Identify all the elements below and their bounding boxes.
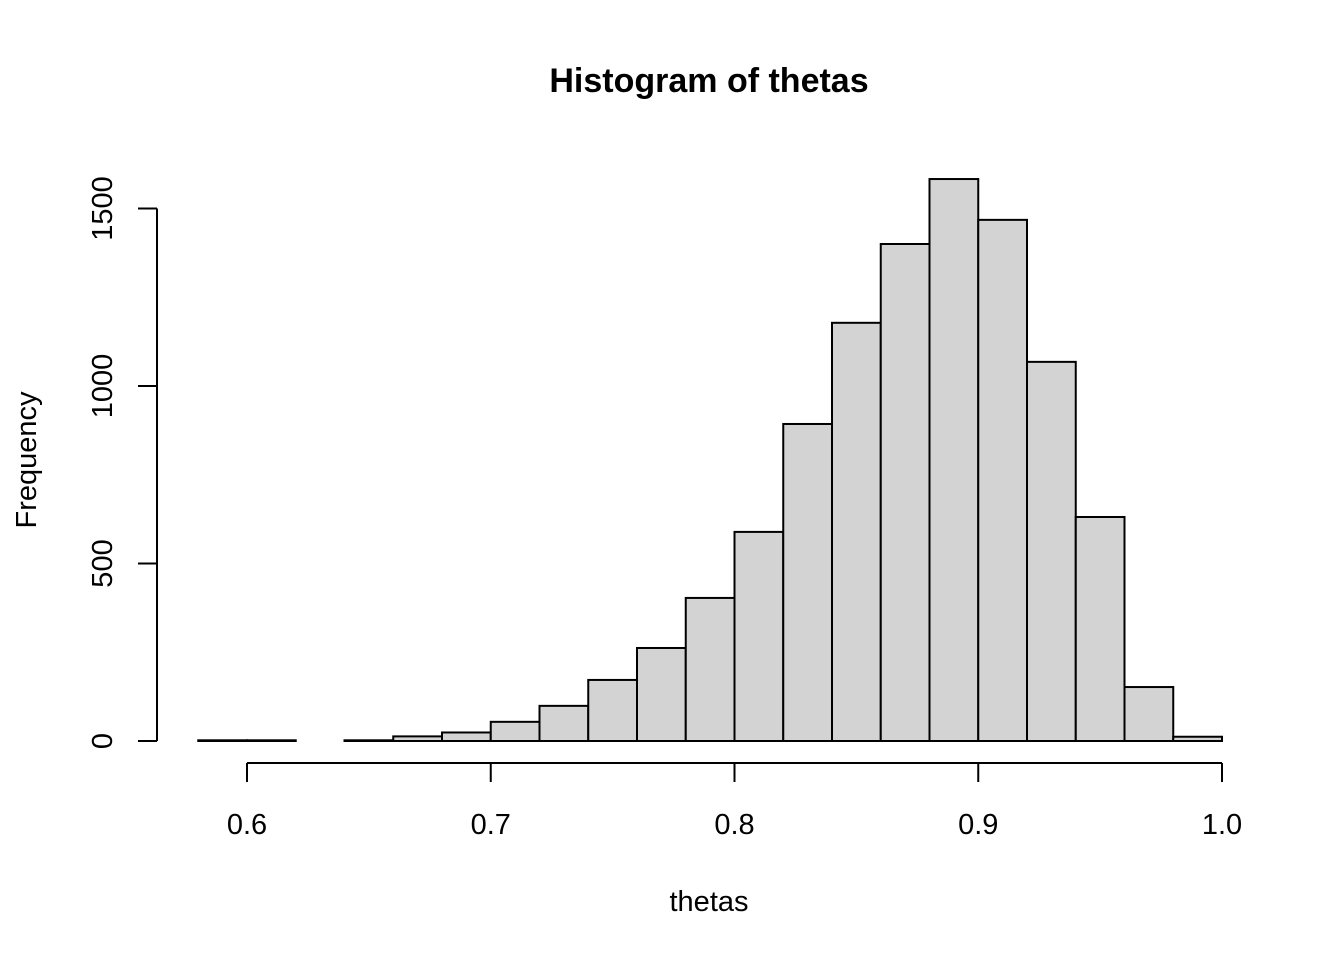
x-tick-label: 0.9 <box>958 809 998 841</box>
histogram-bar <box>197 739 248 742</box>
y-axis: 0 500 1000 1500 <box>87 176 158 749</box>
histogram-bar <box>1123 686 1175 742</box>
y-tick-label: 500 <box>87 539 119 587</box>
histogram-bar <box>246 739 297 742</box>
histogram-bar <box>441 731 492 742</box>
histogram-bar <box>782 422 833 742</box>
x-tick-label: 1.0 <box>1202 809 1242 841</box>
histogram-bar <box>587 678 638 743</box>
x-axis-label: thetas <box>670 886 749 918</box>
histogram-bar <box>489 720 541 743</box>
histogram-bar <box>879 243 931 742</box>
histogram-bar <box>392 735 443 743</box>
y-axis-label: Frequency <box>11 391 43 529</box>
histogram-bar <box>1172 735 1223 742</box>
chart-title: Histogram of thetas <box>549 62 868 100</box>
x-tick-label: 0.6 <box>227 809 267 841</box>
histogram-bar <box>977 218 1028 743</box>
y-tick-label: 1500 <box>87 176 119 241</box>
histogram-bar <box>684 596 736 742</box>
x-tick-label: 0.8 <box>714 809 754 841</box>
x-axis: 0.6 0.7 0.8 0.9 1.0 <box>227 762 1242 841</box>
histogram-bar <box>636 646 687 742</box>
histogram-bar <box>831 321 882 742</box>
y-tick-label: 1000 <box>87 354 119 419</box>
histogram-bar <box>1026 360 1077 742</box>
histogram-bar <box>733 530 785 743</box>
histogram-bar <box>343 739 395 742</box>
histogram-bar <box>1074 515 1126 742</box>
histogram-bar <box>538 704 590 742</box>
y-tick-label: 0 <box>87 733 119 749</box>
x-tick-label: 0.7 <box>471 809 511 841</box>
histogram-bar <box>928 178 980 743</box>
